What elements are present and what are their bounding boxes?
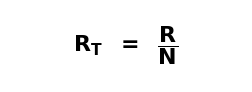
- Text: $\mathbf{R_T \ \ = \ \ \dfrac{R}{N}}$: $\mathbf{R_T \ \ = \ \ \dfrac{R}{N}}$: [73, 25, 179, 67]
